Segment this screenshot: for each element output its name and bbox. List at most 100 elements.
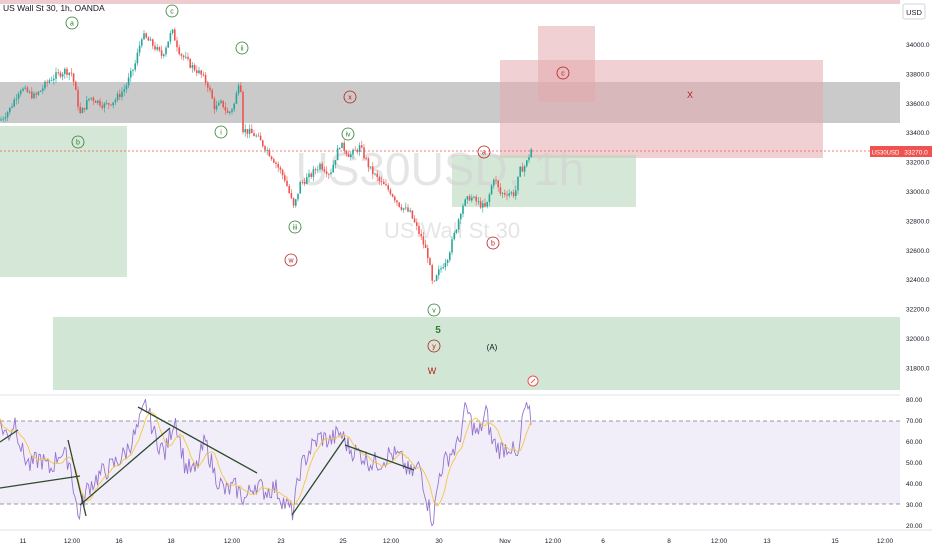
candle-body: [147, 37, 150, 41]
wave-label-iv[interactable]: iv: [341, 127, 355, 141]
candle-body: [339, 148, 341, 149]
trendline-4[interactable]: [79, 427, 171, 506]
candle-body: [499, 187, 502, 194]
wave-label-text: x: [348, 95, 352, 102]
rsi-tick-label: 20.00: [906, 523, 923, 530]
candle-body: [127, 77, 130, 86]
current-price-symbol-tag: [870, 146, 901, 157]
rsi-ma-line: [0, 411, 532, 507]
candle-body: [528, 157, 530, 161]
candle-body: [363, 147, 365, 159]
price-tick-label: 32400.0: [906, 277, 930, 284]
wave-label-b2[interactable]: b: [486, 236, 500, 250]
candle-body: [24, 87, 26, 89]
candle-body: [281, 169, 284, 176]
wave-label-a[interactable]: a: [65, 16, 79, 30]
trendline-3[interactable]: [67, 439, 87, 517]
candle-body: [57, 72, 59, 74]
candle-body: [6, 112, 9, 118]
candle-body: [163, 54, 165, 56]
wave-label-a2[interactable]: a: [477, 145, 491, 159]
candle-body: [440, 268, 442, 270]
time-axis[interactable]: [0, 530, 932, 550]
candle-body: [411, 210, 414, 219]
candle-body: [156, 47, 158, 50]
candle-body: [268, 149, 271, 157]
candle-body: [231, 109, 233, 112]
wave-label-five[interactable]: 5: [435, 325, 441, 336]
candle-body: [504, 192, 506, 195]
rsi-line: [0, 399, 532, 527]
wave-label-c[interactable]: c: [165, 4, 179, 18]
candle-body: [429, 258, 431, 266]
candle-body: [310, 173, 312, 177]
candle-body: [88, 98, 90, 101]
green-zone-bottom[interactable]: [53, 317, 900, 390]
trendline-5[interactable]: [137, 406, 258, 474]
wave-label-A[interactable]: (A): [487, 343, 498, 352]
trendline-6[interactable]: [291, 437, 346, 516]
wave-label-text: b: [76, 140, 80, 147]
wave-label-i[interactable]: i: [214, 125, 228, 139]
candle-body: [394, 196, 396, 201]
candle-body: [416, 222, 418, 226]
candle-body: [367, 158, 370, 168]
wave-label-b[interactable]: b: [71, 135, 85, 149]
candle-body: [273, 159, 275, 163]
candle-body: [402, 208, 405, 210]
candle-body: [130, 70, 132, 78]
time-tick-label: 12:00: [877, 538, 894, 545]
trendline-7[interactable]: [344, 444, 415, 471]
candle-body: [246, 129, 249, 134]
rsi-tick-label: 80.00: [906, 397, 923, 404]
candle-body: [286, 180, 288, 187]
candle-body: [290, 192, 293, 199]
candle-body: [132, 69, 134, 71]
trendline-1[interactable]: [0, 475, 81, 489]
wave-label-text: v: [432, 308, 436, 315]
wave-label-x[interactable]: x: [343, 90, 357, 104]
wave-label-W[interactable]: W: [428, 366, 437, 376]
candle-body: [442, 267, 444, 269]
wave-label-text: iii: [293, 225, 298, 232]
candle-body: [141, 39, 143, 46]
time-tick-label: 12:00: [383, 538, 400, 545]
candle-body: [94, 100, 97, 103]
candle-body: [158, 47, 161, 51]
green-zone-mid[interactable]: [452, 155, 636, 207]
rsi-tick-label: 70.00: [906, 418, 923, 425]
wave-label-c2[interactable]: c: [556, 66, 570, 80]
green-zone-left[interactable]: [0, 126, 127, 277]
wave-label-w[interactable]: w: [284, 253, 298, 267]
candle-body: [31, 91, 33, 99]
candle-body: [352, 149, 354, 155]
candle-body: [325, 171, 328, 175]
red-zone-small[interactable]: [538, 26, 595, 102]
candle-body: [55, 72, 57, 79]
wave-label-iii[interactable]: iii: [288, 220, 302, 234]
candle-body: [433, 280, 436, 282]
wave-label-y[interactable]: y: [427, 339, 441, 353]
candle-body: [266, 149, 268, 151]
price-axis[interactable]: [900, 0, 932, 530]
wave-label-ii[interactable]: ii: [235, 41, 249, 55]
trendline-2[interactable]: [0, 429, 19, 443]
wave-label-v[interactable]: v: [427, 303, 441, 317]
candle-body: [277, 164, 279, 168]
candle-body: [160, 50, 163, 56]
top-red-strip: [0, 0, 900, 4]
candle-body: [519, 166, 521, 177]
wave-label-X[interactable]: X: [687, 90, 693, 100]
candle-body: [482, 203, 484, 208]
alert-icon[interactable]: [527, 375, 539, 387]
candle-body: [431, 265, 433, 281]
candle-body: [343, 142, 345, 151]
rsi-axis-labels: 80.00 70.00 60.00 50.00 40.00 30.00 20.00: [906, 397, 923, 530]
currency-box[interactable]: [902, 3, 926, 20]
price-tick-label: 33400.0: [906, 130, 930, 137]
wave-label-text: w: [287, 258, 294, 265]
time-tick-label: 25: [339, 538, 347, 545]
candle-body: [303, 181, 306, 184]
